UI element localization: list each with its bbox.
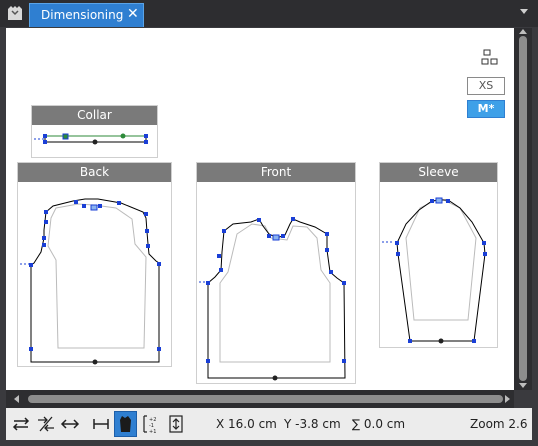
tab-label: Dimensioning bbox=[41, 8, 124, 22]
scroll-right-icon[interactable] bbox=[505, 395, 510, 403]
sleeve-outline bbox=[382, 197, 487, 344]
layout-grid-icon[interactable] bbox=[479, 48, 501, 68]
dimension-horizontal-tool-icon[interactable] bbox=[11, 413, 31, 435]
close-icon[interactable]: ✕ bbox=[127, 6, 139, 22]
piece-header-front: Front bbox=[197, 163, 355, 182]
measure-line-tool-icon[interactable] bbox=[91, 413, 111, 435]
vertical-scroll-thumb[interactable] bbox=[519, 36, 527, 381]
bust-tool-active[interactable] bbox=[114, 411, 137, 437]
svg-text:+1: +1 bbox=[149, 429, 156, 435]
pattern-canvas[interactable]: XS M* Collar Back bbox=[6, 28, 514, 390]
size-button-xs[interactable]: XS bbox=[467, 77, 505, 95]
size-button-m[interactable]: M* bbox=[467, 100, 505, 118]
piece-header-sleeve: Sleeve bbox=[380, 163, 497, 182]
status-bar: +2 -1 +1 X 16.0 cm Y -3.8 cm ∑ 0.0 cm Zo… bbox=[6, 408, 532, 440]
piece-collar[interactable]: Collar bbox=[31, 105, 158, 158]
dimension-width-tool-icon[interactable] bbox=[60, 413, 80, 435]
tab-dimensioning[interactable]: Dimensioning ✕ bbox=[29, 3, 144, 27]
grading-table-tool-icon[interactable]: +2 -1 +1 bbox=[141, 413, 161, 435]
cursor-x-readout: X 16.0 cm bbox=[216, 417, 277, 431]
piece-front[interactable]: Front bbox=[196, 162, 356, 384]
scroll-up-icon[interactable] bbox=[519, 29, 527, 34]
title-bar: Dimensioning ✕ bbox=[0, 0, 538, 27]
scroll-left-icon[interactable] bbox=[14, 395, 19, 403]
dimension-diagonal-tool-icon[interactable] bbox=[36, 413, 56, 435]
piece-header-back: Back bbox=[18, 163, 171, 182]
vertical-scrollbar[interactable] bbox=[514, 28, 532, 390]
piece-back[interactable]: Back bbox=[17, 162, 172, 367]
horizontal-scrollbar[interactable] bbox=[6, 390, 514, 408]
zoom-readout: Zoom 2.6 bbox=[470, 417, 528, 431]
front-outline bbox=[199, 217, 346, 381]
svg-text:-1: -1 bbox=[149, 423, 154, 429]
cursor-y-readout: Y -3.8 cm bbox=[284, 417, 341, 431]
collar-outline bbox=[34, 133, 148, 145]
horizontal-scroll-thumb[interactable] bbox=[28, 395, 503, 403]
app-logo-icon bbox=[8, 6, 22, 20]
piece-sleeve[interactable]: Sleeve bbox=[379, 162, 498, 348]
vertical-fit-tool-icon[interactable] bbox=[166, 413, 186, 435]
back-outline bbox=[20, 198, 161, 365]
piece-header-collar: Collar bbox=[32, 106, 157, 125]
scroll-down-icon[interactable] bbox=[519, 383, 527, 388]
sum-readout: ∑ 0.0 cm bbox=[352, 417, 406, 431]
garment-icon bbox=[120, 416, 131, 432]
menu-dropdown-icon[interactable] bbox=[520, 9, 528, 14]
svg-text:+2: +2 bbox=[149, 417, 156, 423]
